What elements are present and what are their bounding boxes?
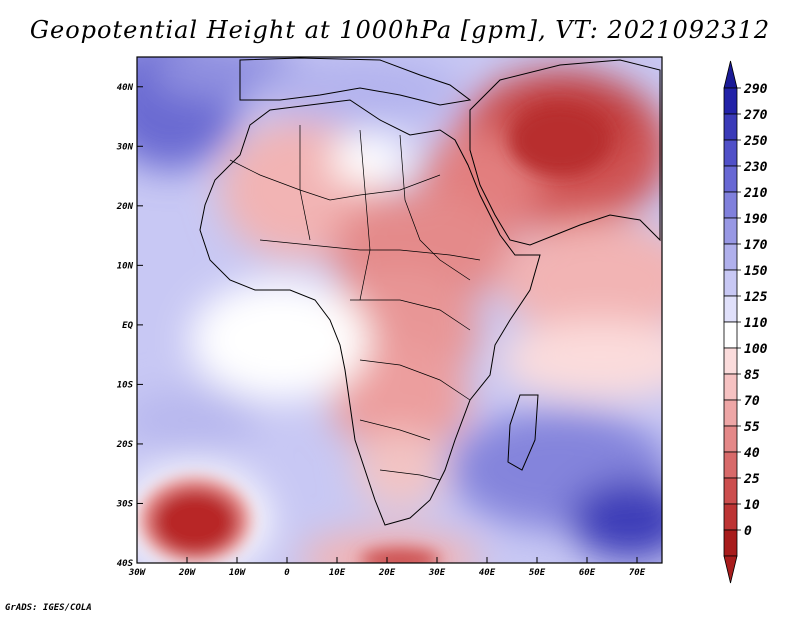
map-frame [136,56,663,564]
colorbar-label: 0 [744,524,752,539]
colorbar-swatch [723,87,738,115]
colorbar-label: 190 [744,212,768,227]
colorbar-swatch [723,503,738,531]
lon-label: 30E [428,568,446,578]
colorbar-swatch [723,113,738,141]
coastlines [199,57,661,526]
colorbar-swatch [723,295,738,323]
colorbar-bottom-arrow [723,555,738,584]
lon-label: 30W [128,568,147,578]
colorbar-label: 25 [743,472,760,487]
colorbar: 2902702502302101901701501251101008570554… [723,60,768,584]
lat-label: 40N [117,83,134,93]
lon-label: 20E [378,568,396,578]
colorbar-label: 85 [744,368,760,383]
colorbar-label: 70 [744,394,760,409]
lat-label: 30N [116,142,134,152]
colorbar-label: 270 [743,108,768,123]
country-borders [229,125,481,481]
lat-label: 40S [117,559,134,569]
colorbar-label: 55 [744,420,760,435]
lat-label: EQ [122,321,133,331]
lat-label: 20S [116,440,134,450]
colorbar-swatch [723,477,738,505]
lat-label: 20N [116,202,134,212]
colorbar-swatch [723,217,738,245]
colorbar-swatch [723,269,738,297]
colorbar-swatch [723,399,738,427]
lat-label: 30S [116,499,134,509]
colorbar-swatch [723,243,738,271]
colorbar-label: 230 [743,160,768,175]
lat-label: 10N [117,261,134,271]
latitude-axis: 40N 30N 20N 10N EQ 10S 20S 30S 40S [116,83,143,569]
colorbar-label: 150 [744,264,768,279]
colorbar-swatch [723,191,738,219]
colorbar-swatch [723,529,738,557]
colorbar-swatch [723,321,738,349]
colorbar-label: 40 [744,446,760,461]
lon-label: 40E [479,568,496,578]
colorbar-label: 250 [743,134,768,149]
colorbar-label: 125 [744,290,768,305]
colorbar-label: 210 [743,186,768,201]
colorbar-label: 170 [744,238,768,253]
colorbar-top-arrow [723,60,738,89]
colorbar-label: 100 [744,342,768,357]
lon-label: 60E [579,568,596,578]
grads-credit: GrADS: IGES/COLA [5,603,92,613]
lon-label: 70E [629,568,646,578]
map-title: Geopotential Height at 1000hPa [gpm], VT… [29,16,771,44]
colorbar-swatch [723,139,738,167]
colorbar-swatch [723,347,738,375]
colorbar-label: 290 [743,82,768,97]
colorbar-swatch [723,425,738,453]
colorbar-swatch [723,451,738,479]
lon-label: 10W [229,568,247,578]
colorbar-swatch [723,165,738,193]
colorbar-label: 110 [744,316,768,331]
height-field-shading [137,57,662,563]
lon-label: 20W [178,568,197,578]
colorbar-label: 10 [744,498,760,513]
longitude-axis: 30W 20W 10W 0 10E 20E 30E 40E 50E 60E 70E [128,557,646,578]
lon-label: 50E [529,568,546,578]
lon-label: 0 [284,568,290,578]
lat-label: 10S [117,380,134,390]
lon-label: 10E [329,568,346,578]
colorbar-swatch [723,373,738,401]
